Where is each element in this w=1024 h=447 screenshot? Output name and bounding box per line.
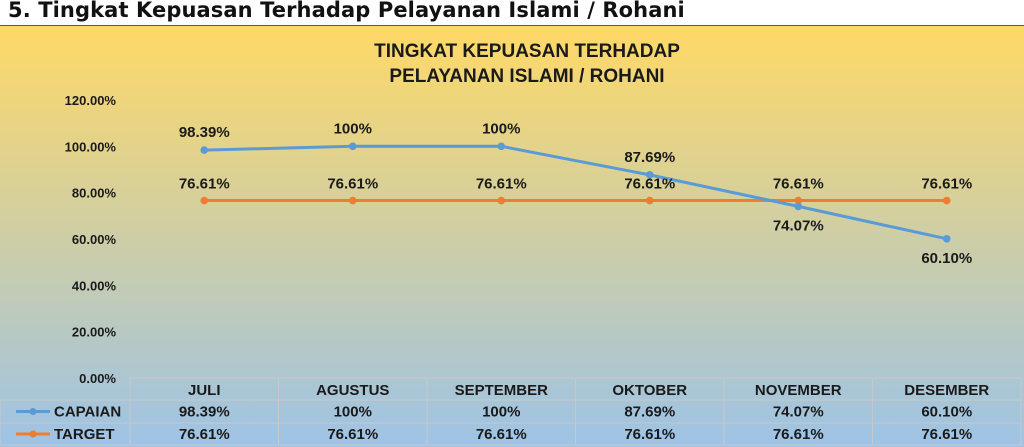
chart: TINGKAT KEPUASAN TERHADAP PELAYANAN ISLA… [0, 26, 1024, 447]
data-point-target [348, 196, 357, 205]
data-point-target [497, 196, 506, 205]
legend-label-target: TARGET [54, 426, 115, 443]
data-label-target: 76.61% [921, 176, 972, 193]
legend-marker-capaian [29, 408, 37, 415]
table-cell-target: 76.61% [624, 426, 675, 443]
data-label-target: 76.61% [476, 176, 527, 193]
table-cell-capaian: 100% [334, 404, 372, 421]
chart-background [0, 26, 1024, 447]
category-label-november: NOVEMBER [755, 382, 842, 399]
data-point-target [645, 196, 654, 205]
table-cell-target: 76.61% [327, 426, 378, 443]
chart-svg: TINGKAT KEPUASAN TERHADAP PELAYANAN ISLA… [0, 26, 1024, 447]
table-cell-target: 76.61% [476, 426, 527, 443]
category-label-agustus: AGUSTUS [316, 382, 389, 399]
y-tick-label: 60.00% [72, 232, 117, 247]
data-label-capaian: 87.69% [624, 149, 675, 166]
table-cell-capaian: 60.10% [921, 404, 972, 421]
chart-subtitle: PELAYANAN ISLAMI / ROHANI [389, 66, 664, 87]
table-cell-capaian: 87.69% [624, 404, 675, 421]
data-label-capaian: 74.07% [773, 217, 824, 234]
legend-marker-target [29, 430, 37, 438]
data-point-target [942, 196, 951, 205]
chart-title: TINGKAT KEPUASAN TERHADAP [374, 41, 680, 62]
data-point-capaian [942, 234, 951, 243]
y-tick-label: 120.00% [65, 93, 117, 108]
y-tick-label: 100.00% [65, 139, 117, 154]
category-label-juli: JULI [188, 382, 221, 399]
data-label-capaian: 60.10% [921, 250, 972, 267]
y-tick-label: 20.00% [72, 325, 117, 340]
table-cell-target: 76.61% [921, 426, 972, 443]
data-point-capaian [348, 142, 357, 151]
data-point-capaian [200, 146, 209, 154]
data-point-capaian [645, 171, 654, 179]
data-label-capaian: 98.39% [179, 124, 230, 141]
data-point-target [794, 196, 803, 205]
data-label-capaian: 100% [482, 120, 520, 137]
table-cell-capaian: 98.39% [179, 404, 230, 421]
data-point-target [200, 196, 209, 205]
data-point-capaian [497, 142, 506, 151]
data-point-capaian [794, 202, 803, 211]
plot-area: 98.39% 100% 100% 87.69% 74.07% 60.10% 76.61% 76… [179, 120, 972, 266]
y-tick-label: 0.00% [79, 371, 116, 386]
table-cell-capaian: 74.07% [773, 404, 824, 421]
data-table: JULI AGUSTUS SEPTEMBER OKTOBER NOVEMBER DESEM… [0, 377, 1022, 446]
category-label-desember: DESEMBER [904, 382, 989, 399]
data-label-target: 76.61% [327, 176, 378, 193]
category-label-oktober: OKTOBER [612, 382, 687, 399]
data-label-target: 76.61% [624, 176, 675, 193]
data-label-target: 76.61% [179, 176, 230, 193]
data-label-capaian: 100% [334, 120, 372, 137]
table-cell-target: 76.61% [179, 426, 230, 443]
table-cell-capaian: 100% [482, 404, 520, 421]
heading-divider [0, 25, 1024, 26]
page-heading: 5. Tingkat Kepuasan Terhadap Pelayanan I… [8, 0, 685, 22]
data-label-target: 76.61% [773, 176, 824, 193]
y-axis: 0.00% 20.00% 40.00% 60.00% 80.00% 100.00% 120.… [65, 93, 117, 386]
series-line-capaian [204, 144, 948, 241]
y-tick-label: 40.00% [72, 278, 117, 293]
y-tick-label: 80.00% [72, 186, 117, 201]
legend-label-capaian: CAPAIAN [54, 404, 121, 421]
table-cell-target: 76.61% [773, 426, 824, 443]
category-label-september: SEPTEMBER [455, 382, 549, 399]
